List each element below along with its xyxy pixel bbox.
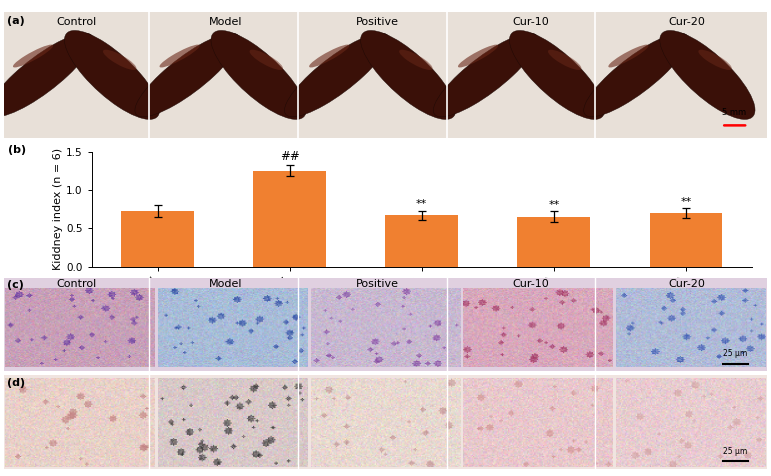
Ellipse shape — [160, 45, 200, 68]
Text: Control: Control — [56, 279, 96, 289]
Ellipse shape — [0, 33, 93, 117]
Ellipse shape — [13, 45, 53, 68]
Text: Model: Model — [208, 279, 242, 289]
Ellipse shape — [211, 30, 306, 119]
Ellipse shape — [65, 30, 160, 119]
Ellipse shape — [660, 30, 755, 119]
Ellipse shape — [608, 45, 648, 68]
Ellipse shape — [103, 50, 136, 70]
Ellipse shape — [284, 33, 389, 117]
Ellipse shape — [548, 50, 581, 70]
Text: Control: Control — [56, 17, 96, 27]
Ellipse shape — [135, 33, 240, 117]
Text: (d): (d) — [7, 378, 25, 388]
Text: Cur-20: Cur-20 — [668, 279, 705, 289]
Text: Positive: Positive — [356, 279, 399, 289]
Ellipse shape — [309, 45, 349, 68]
Ellipse shape — [699, 50, 732, 70]
Ellipse shape — [433, 33, 538, 117]
Text: 25 μm: 25 μm — [723, 349, 747, 358]
Text: Cur-10: Cur-10 — [512, 17, 549, 27]
Text: Positive: Positive — [356, 17, 399, 27]
Text: Cur-10: Cur-10 — [512, 279, 549, 289]
Text: 25 μm: 25 μm — [723, 447, 747, 456]
Ellipse shape — [361, 30, 456, 119]
Ellipse shape — [584, 33, 689, 117]
Ellipse shape — [250, 50, 283, 70]
Text: 5 mm: 5 mm — [722, 108, 746, 117]
Text: Cur-20: Cur-20 — [668, 17, 705, 27]
Text: Model: Model — [208, 17, 242, 27]
Ellipse shape — [458, 45, 498, 68]
Ellipse shape — [399, 50, 433, 70]
Ellipse shape — [510, 30, 604, 119]
Text: (c): (c) — [7, 280, 24, 290]
Text: (b): (b) — [8, 145, 25, 155]
Text: (a): (a) — [7, 16, 25, 26]
